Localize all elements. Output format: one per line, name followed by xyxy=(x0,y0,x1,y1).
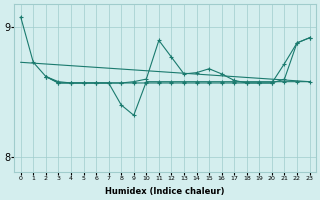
X-axis label: Humidex (Indice chaleur): Humidex (Indice chaleur) xyxy=(105,187,225,196)
